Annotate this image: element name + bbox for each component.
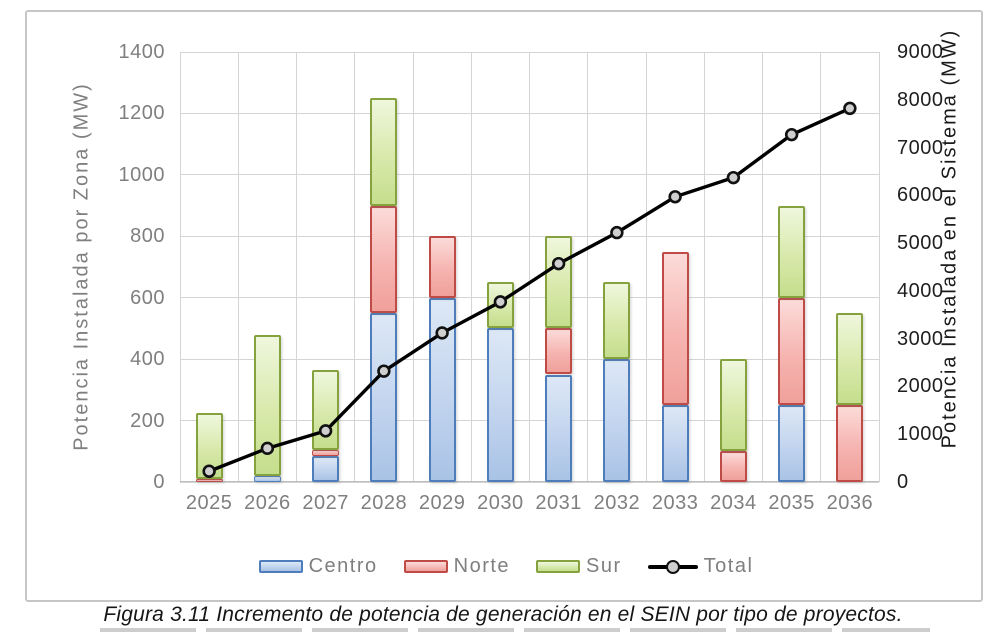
legend-item-sur: Sur <box>536 555 622 578</box>
left-tick-1400: 1400 <box>118 41 165 63</box>
legend-total-line-icon <box>647 559 698 574</box>
right-tick-3000: 3000 <box>897 327 944 350</box>
x-label-2032: 2032 <box>593 492 641 514</box>
left-tick-600: 600 <box>130 286 165 309</box>
chart-frame: 0 200 400 600 800 1000 1200 1400 0 1000 2000 3000 4… <box>25 10 983 602</box>
right-tick-5000: 5000 <box>897 232 944 255</box>
bar-segment-sur-2028 <box>370 98 398 206</box>
bar-segment-norte-2029 <box>428 236 456 298</box>
gridline-horizontal <box>180 481 879 483</box>
bar-segment-centro-2028 <box>370 313 398 482</box>
x-label-2036: 2036 <box>826 492 874 514</box>
legend: Centro Norte Sur Total <box>27 555 985 578</box>
x-label-2027: 2027 <box>302 492 349 514</box>
bar-segment-centro-2035 <box>778 405 806 482</box>
gridline-vertical <box>820 52 822 482</box>
legend-swatch-sur <box>536 560 581 573</box>
x-label-2031: 2031 <box>535 492 582 514</box>
legend-label-centro: Centro <box>308 555 378 577</box>
gridline-vertical <box>296 52 297 482</box>
gridline-vertical <box>412 52 414 482</box>
bar-segment-centro-2029 <box>428 297 456 482</box>
legend-item-total: Total <box>647 555 754 578</box>
bar-segment-sur-2030 <box>486 282 514 329</box>
bar-segment-norte-2025 <box>195 478 223 482</box>
x-label-2026: 2026 <box>244 492 291 514</box>
cutoff-table-edge <box>100 628 930 632</box>
bar-segment-centro-2033 <box>661 405 689 482</box>
gridline-vertical <box>529 52 530 482</box>
total-marker-2035 <box>784 127 799 142</box>
left-tick-400: 400 <box>130 348 165 371</box>
gridline-vertical <box>179 52 181 482</box>
bar-segment-sur-2035 <box>778 205 806 298</box>
gridline-vertical <box>587 52 589 482</box>
right-tick-9000: 9000 <box>897 41 944 63</box>
x-label-2029: 2029 <box>418 492 466 514</box>
right-tick-2000: 2000 <box>897 375 944 398</box>
x-label-2034: 2034 <box>710 492 757 514</box>
legend-item-norte: Norte <box>403 555 511 578</box>
bar-segment-norte-2027 <box>312 449 340 456</box>
gridline-vertical <box>878 52 880 482</box>
x-label-2033: 2033 <box>651 492 699 514</box>
gridline-vertical <box>762 52 763 482</box>
right-tick-0: 0 <box>897 471 909 493</box>
bar-segment-sur-2032 <box>603 282 631 360</box>
bar-segment-norte-2033 <box>661 251 689 406</box>
bar-segment-sur-2031 <box>545 236 573 329</box>
x-axis-line <box>180 481 879 482</box>
gridline-vertical <box>354 52 356 482</box>
bar-segment-centro-2026 <box>253 475 281 482</box>
gridline-vertical <box>703 52 705 482</box>
right-axis-title: Potencia Instalada en el Sistema (MW) <box>938 28 961 449</box>
bar-segment-centro-2032 <box>603 359 631 482</box>
right-tick-1000: 1000 <box>897 423 944 446</box>
left-tick-1000: 1000 <box>118 163 165 186</box>
right-tick-4000: 4000 <box>897 279 944 302</box>
figure-caption: Figura 3.11 Incremento de potencia de ge… <box>103 603 903 626</box>
left-tick-1200: 1200 <box>118 102 165 125</box>
plot-area <box>179 51 880 483</box>
bar-segment-norte-2036 <box>836 405 864 482</box>
bar-segment-sur-2036 <box>836 313 864 406</box>
bar-segment-norte-2028 <box>370 205 398 314</box>
legend-swatch-centro <box>258 560 303 573</box>
x-label-2035: 2035 <box>768 492 815 514</box>
x-label-2030: 2030 <box>477 492 524 514</box>
bar-segment-norte-2035 <box>778 297 806 406</box>
x-label-2028: 2028 <box>360 492 408 514</box>
x-label-2025: 2025 <box>185 492 233 514</box>
legend-label-total: Total <box>703 555 754 577</box>
legend-swatch-norte <box>403 560 448 573</box>
bar-segment-centro-2030 <box>486 328 514 482</box>
left-tick-200: 200 <box>130 409 165 432</box>
left-tick-800: 800 <box>130 225 165 248</box>
gridline-vertical <box>237 52 239 482</box>
total-marker-2033 <box>668 190 682 204</box>
right-tick-7000: 7000 <box>897 136 944 159</box>
legend-label-norte: Norte <box>453 555 511 577</box>
bar-segment-norte-2031 <box>545 328 573 375</box>
gridline-vertical <box>470 52 472 482</box>
left-axis-title: Potencia Instalada por Zona (MW) <box>70 82 93 451</box>
bar-segment-sur-2026 <box>253 334 281 476</box>
legend-item-centro: Centro <box>258 555 378 578</box>
left-tick-0: 0 <box>153 471 165 493</box>
legend-label-sur: Sur <box>586 555 622 577</box>
right-tick-8000: 8000 <box>897 88 944 111</box>
bar-segment-sur-2034 <box>719 359 747 452</box>
bar-segment-norte-2034 <box>719 451 747 482</box>
bar-segment-sur-2027 <box>312 369 340 450</box>
bar-segment-centro-2027 <box>312 455 340 482</box>
gridline-vertical <box>645 52 647 482</box>
bar-segment-sur-2025 <box>195 412 223 479</box>
bar-segment-centro-2031 <box>545 374 573 482</box>
right-tick-6000: 6000 <box>897 184 944 207</box>
